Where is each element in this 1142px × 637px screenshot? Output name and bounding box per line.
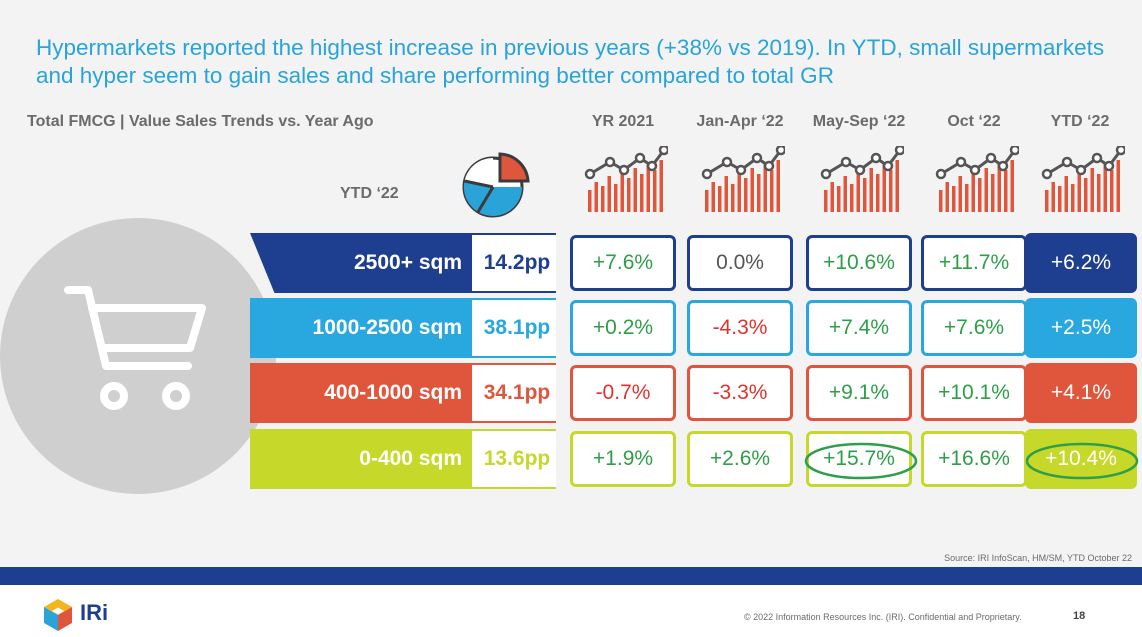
segment-band: 400-1000 sqm 34.1pp bbox=[250, 363, 556, 423]
value-cell: -4.3% bbox=[687, 300, 793, 356]
share-change-value: 13.6pp bbox=[472, 431, 556, 487]
value-cell: +7.4% bbox=[806, 300, 912, 356]
segment-label: 0-400 sqm bbox=[359, 447, 462, 470]
value-cell: +7.6% bbox=[570, 235, 676, 291]
footer-band bbox=[0, 567, 1142, 585]
share-change-value: 34.1pp bbox=[472, 365, 556, 421]
table-subtitle: Total FMCG | Value Sales Trends vs. Year… bbox=[27, 113, 374, 130]
pie-chart-icon bbox=[462, 152, 530, 218]
value-cell: +11.7% bbox=[921, 235, 1027, 291]
bar-trend-icon bbox=[584, 146, 668, 212]
bar-trend-icon bbox=[820, 146, 904, 212]
footer bbox=[0, 585, 1142, 637]
ytd-share-label: YTD ‘22 bbox=[340, 185, 399, 202]
column-header: Oct ‘22 bbox=[947, 113, 1001, 130]
value-cell: 0.0% bbox=[687, 235, 793, 291]
column-header: YR 2021 bbox=[591, 113, 655, 130]
segment-label: 400-1000 sqm bbox=[324, 381, 462, 404]
iri-cube-logo bbox=[44, 599, 72, 631]
page-number: 18 bbox=[1073, 610, 1086, 622]
bar-trend-icon bbox=[701, 146, 785, 212]
value-cell: +1.9% bbox=[570, 431, 676, 487]
value-cell: +0.2% bbox=[570, 300, 676, 356]
copyright: © 2022 Information Resources Inc. (IRI).… bbox=[744, 612, 1022, 622]
value-cell: -0.7% bbox=[570, 365, 676, 421]
value-cell: +7.6% bbox=[921, 300, 1027, 356]
segment-band: 2500+ sqm 14.2pp bbox=[250, 233, 556, 293]
value-cell: +16.6% bbox=[921, 431, 1027, 487]
value-cell: -3.3% bbox=[687, 365, 793, 421]
segment-band: 0-400 sqm 13.6pp bbox=[250, 429, 556, 489]
store-circle bbox=[0, 218, 276, 494]
value-cell: +10.6% bbox=[806, 235, 912, 291]
share-change-value: 14.2pp bbox=[472, 235, 556, 291]
shopping-cart-icon bbox=[64, 286, 206, 410]
source-note: Source: IRI InfoScan, HM/SM, YTD October… bbox=[944, 553, 1132, 563]
value-cell: +15.7% bbox=[806, 431, 912, 487]
segment-label: 1000-2500 sqm bbox=[312, 316, 462, 339]
column-header: May-Sep ‘22 bbox=[812, 113, 906, 130]
ytd-value-cell: +4.1% bbox=[1025, 363, 1137, 423]
value-cell: +2.6% bbox=[687, 431, 793, 487]
ytd-value-cell: +6.2% bbox=[1025, 233, 1137, 293]
headline: Hypermarkets reported the highest increa… bbox=[36, 35, 1105, 88]
bar-trend-icon bbox=[935, 146, 1019, 212]
ytd-value-cell: +2.5% bbox=[1025, 298, 1137, 358]
bar-trend-icon bbox=[1041, 146, 1125, 212]
segment-band: 1000-2500 sqm 38.1pp bbox=[250, 298, 556, 358]
value-cell: +9.1% bbox=[806, 365, 912, 421]
value-cell: +10.1% bbox=[921, 365, 1027, 421]
column-header: Jan-Apr ‘22 bbox=[696, 113, 784, 130]
column-header: YTD ‘22 bbox=[1050, 113, 1110, 130]
share-change-value: 38.1pp bbox=[472, 300, 556, 356]
ytd-value-cell: +10.4% bbox=[1025, 429, 1137, 489]
brand-name: IRi bbox=[80, 600, 109, 625]
segment-label: 2500+ sqm bbox=[354, 251, 462, 274]
